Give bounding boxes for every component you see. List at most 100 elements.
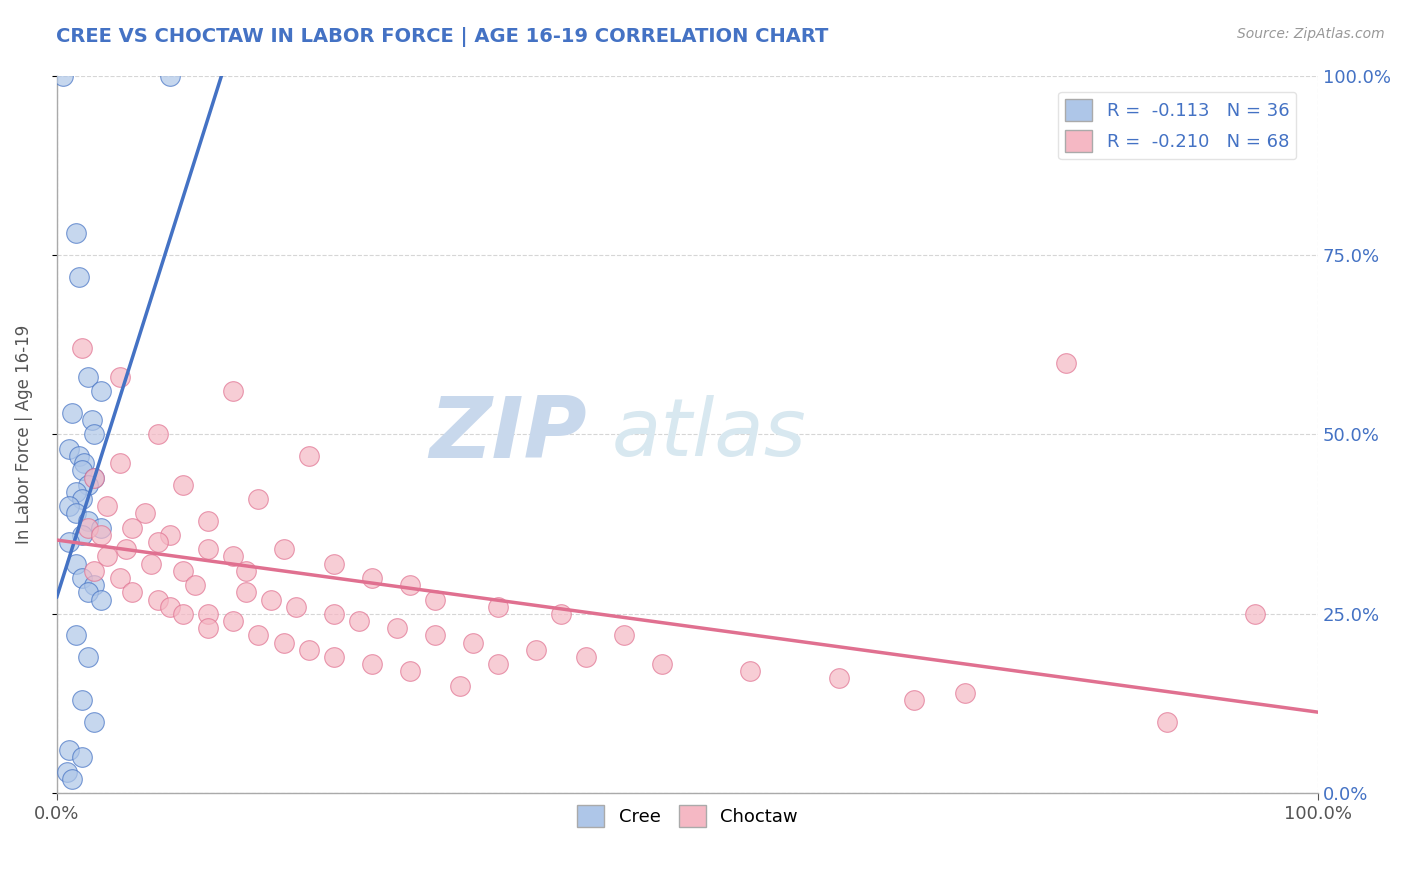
Point (953, 686, 976, 700)
Point (486, 657, 509, 672)
Point (115, 542, 138, 557)
Point (77, 585, 100, 599)
Point (83, 427, 105, 442)
Point (159, 528, 181, 542)
Point (83, 578, 105, 592)
Point (58, 442, 80, 456)
Point (398, 665, 420, 679)
Point (77, 514, 100, 528)
Point (58, 535, 80, 549)
Point (83, 564, 105, 578)
Point (398, 578, 420, 592)
Point (361, 657, 384, 672)
Point (184, 578, 207, 592)
Point (298, 449, 321, 463)
Point (141, 557, 163, 571)
Point (70, 341, 93, 355)
Point (235, 564, 257, 578)
Point (323, 557, 346, 571)
Point (60, 406, 83, 420)
Point (77, 370, 100, 384)
Point (90, 521, 112, 535)
Point (172, 564, 194, 578)
Point (77, 650, 100, 665)
Point (285, 599, 308, 614)
Point (58, 743, 80, 757)
Point (524, 642, 547, 657)
Point (77, 477, 100, 491)
Point (65, 628, 87, 642)
Point (83, 470, 105, 484)
Point (172, 477, 194, 491)
Point (461, 635, 484, 649)
Point (90, 592, 112, 607)
Point (387, 621, 409, 635)
Text: ZIP: ZIP (429, 393, 586, 476)
Point (828, 672, 851, 686)
Point (1054, 356, 1077, 370)
Point (67, 449, 90, 463)
Point (77, 521, 100, 535)
Point (197, 607, 219, 621)
Point (146, 427, 169, 442)
Point (349, 614, 371, 628)
Text: Source: ZipAtlas.com: Source: ZipAtlas.com (1237, 27, 1385, 41)
Point (70, 750, 93, 764)
Legend: Cree, Choctaw: Cree, Choctaw (569, 798, 804, 835)
Point (486, 599, 509, 614)
Point (90, 384, 112, 399)
Point (247, 628, 270, 642)
Point (197, 621, 219, 635)
Point (222, 384, 245, 399)
Point (575, 650, 598, 665)
Point (90, 528, 112, 542)
Point (134, 507, 156, 521)
Point (65, 557, 87, 571)
Text: CREE VS CHOCTAW IN LABOR FORCE | AGE 16-19 CORRELATION CHART: CREE VS CHOCTAW IN LABOR FORCE | AGE 16-… (56, 27, 828, 46)
Point (108, 571, 131, 585)
Point (159, 69, 181, 83)
Point (222, 549, 245, 564)
Text: atlas: atlas (612, 395, 807, 474)
Point (197, 514, 219, 528)
Point (67, 269, 90, 284)
Point (903, 693, 925, 707)
Point (146, 592, 169, 607)
Point (52, 69, 75, 83)
Point (83, 714, 105, 729)
Point (55, 764, 77, 779)
Point (361, 571, 384, 585)
Point (222, 614, 245, 628)
Point (73, 456, 96, 470)
Point (121, 585, 143, 599)
Point (65, 484, 87, 499)
Point (323, 607, 346, 621)
Point (108, 370, 131, 384)
Point (70, 528, 93, 542)
Point (550, 607, 572, 621)
Point (70, 491, 93, 506)
Point (70, 463, 93, 477)
Point (60, 772, 83, 786)
Point (449, 679, 471, 693)
Y-axis label: In Labor Force | Age 16-19: In Labor Force | Age 16-19 (15, 325, 32, 544)
Point (65, 227, 87, 241)
Point (121, 521, 143, 535)
Point (298, 642, 321, 657)
Point (423, 628, 446, 642)
Point (1244, 607, 1267, 621)
Point (65, 507, 87, 521)
Point (96, 500, 118, 514)
Point (273, 635, 295, 649)
Point (235, 585, 257, 599)
Point (740, 665, 762, 679)
Point (651, 657, 673, 672)
Point (423, 592, 446, 607)
Point (70, 693, 93, 707)
Point (58, 500, 80, 514)
Point (96, 549, 118, 564)
Point (273, 542, 295, 557)
Point (172, 607, 194, 621)
Point (159, 599, 181, 614)
Point (80, 413, 103, 427)
